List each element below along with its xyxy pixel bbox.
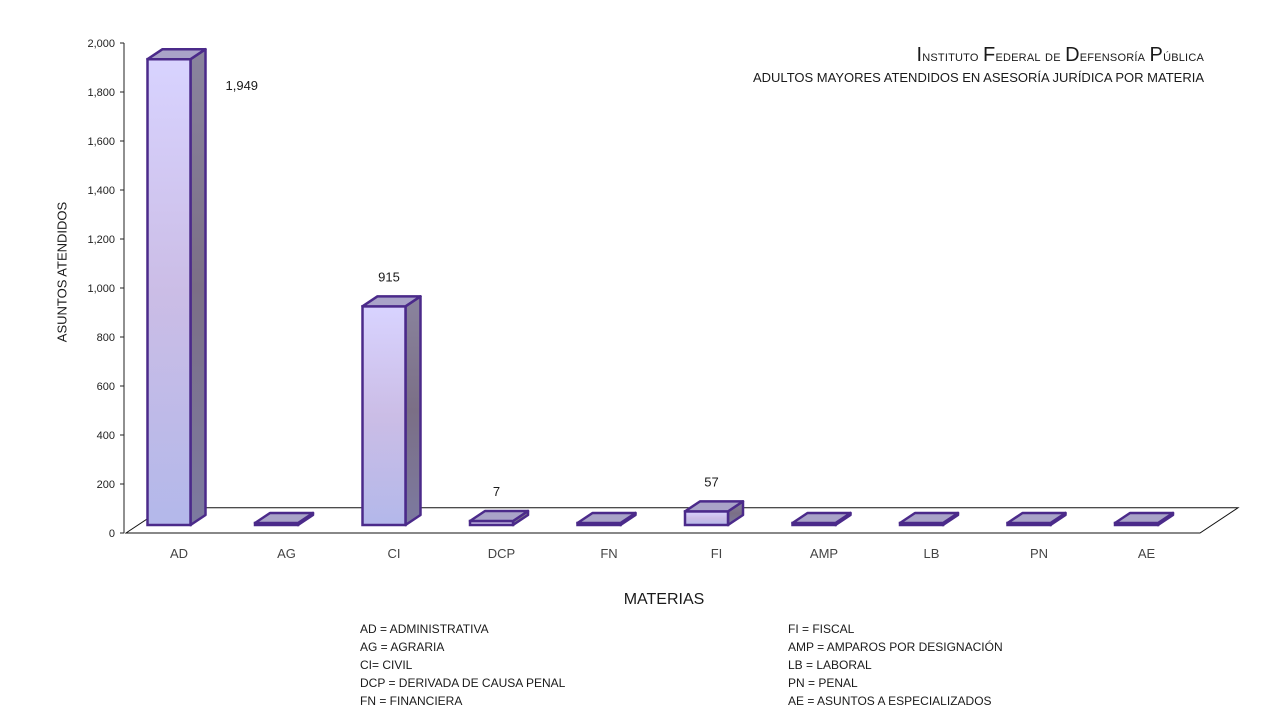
bar-top-face — [253, 511, 315, 525]
bar-top-face — [576, 511, 637, 525]
legend-entry: PN = PENAL — [788, 676, 858, 690]
y-tick-label: 1,600 — [87, 136, 115, 148]
x-tick-label: AD — [170, 546, 188, 561]
legend-entry: CI= CIVIL — [360, 658, 413, 672]
bar-front-face — [146, 57, 192, 527]
x-tick-label: AG — [277, 546, 296, 561]
x-tick-label: AMP — [810, 546, 838, 561]
labels-group: 1,949 AD AG 915 CI 7 DCP FN 57 FI AMP LB PN AE — [170, 78, 1156, 561]
y-tick-label: 2,000 — [87, 38, 115, 50]
bar-fn — [576, 511, 637, 527]
x-tick-label: AE — [1138, 546, 1156, 561]
y-tick-label: 0 — [109, 528, 115, 540]
legend-entry: AD = ADMINISTRATIVA — [360, 622, 489, 636]
y-tick-label: 1,400 — [87, 185, 115, 197]
bar-ci — [361, 295, 422, 527]
data-label: 57 — [704, 474, 718, 489]
bars-group — [146, 47, 1175, 527]
y-tick-label: 800 — [97, 332, 115, 344]
x-tick-label: DCP — [488, 546, 515, 561]
bar-top-face — [468, 509, 530, 523]
chart-title-block: Instituto Federal de Defensoría Pública … — [753, 44, 1204, 88]
bar-front-face — [361, 305, 407, 527]
y-tick-label: 600 — [97, 381, 115, 393]
bar-front-face — [683, 510, 730, 527]
legend-entry: LB = LABORAL — [788, 658, 872, 672]
x-tick-label: PN — [1030, 546, 1048, 561]
data-label: 1,949 — [226, 78, 259, 93]
data-label: 7 — [493, 484, 500, 499]
x-tick-label: CI — [388, 546, 401, 561]
bar-ae — [1113, 511, 1175, 527]
legend-entry: FI = FISCAL — [788, 622, 855, 636]
bar-top-face — [683, 500, 745, 513]
bar-ag — [253, 511, 315, 527]
bar-side-face — [404, 295, 422, 527]
bar-amp — [791, 511, 852, 527]
legend-entry: AE = ASUNTOS A ESPECIALIZADOS — [788, 694, 992, 708]
y-axis-label: ASUNTOS ATENDIDOS — [54, 201, 70, 343]
y-tick-label: 1,000 — [87, 283, 115, 295]
bar-top-face — [791, 511, 852, 525]
x-tick-label: FI — [711, 546, 723, 561]
legend-entry: AMP = AMPAROS POR DESIGNACIÓN — [788, 640, 1003, 654]
bar-top-face — [898, 511, 960, 525]
chart-subtitle: ADULTOS MAYORES ATENDIDOS EN ASESORÍA JU… — [752, 70, 1204, 85]
x-axis-label: MATERIAS — [623, 591, 705, 608]
y-tick-label: 400 — [97, 430, 115, 442]
legend-entry: DCP = DERIVADA DE CAUSA PENAL — [360, 676, 566, 690]
legend-entry: AG = AGRARIA — [360, 640, 445, 654]
bar-lb — [898, 511, 960, 527]
bar-pn — [1006, 511, 1067, 527]
bar-top-face — [1006, 511, 1067, 525]
y-tick-label: 200 — [97, 479, 115, 491]
bar-top-face — [361, 295, 422, 308]
bar-fi — [683, 500, 745, 527]
abbreviation-legend-left: AD = ADMINISTRATIVA AG = AGRARIA CI= CIV… — [360, 620, 565, 710]
bar-dcp — [468, 509, 530, 527]
x-tick-label: FN — [600, 546, 617, 561]
abbreviation-legend-right: FI = FISCAL AMP = AMPAROS POR DESIGNACIÓ… — [788, 620, 1003, 710]
legend-entry: FN = FINANCIERA — [360, 694, 463, 708]
chart-axes: 0 200 400 600 800 1,000 1,200 1,400 1,600 1,800 2,… — [87, 38, 1240, 540]
bar-ad — [146, 47, 207, 527]
x-tick-label: LB — [924, 546, 940, 561]
bar-top-face — [146, 47, 207, 61]
y-tick-label: 1,800 — [87, 87, 115, 99]
bar-side-face — [189, 47, 207, 527]
chart-title: Instituto Federal de Defensoría Pública — [916, 44, 1204, 66]
bar-top-face — [1113, 511, 1175, 525]
data-label: 915 — [378, 269, 400, 284]
y-tick-label: 1,200 — [87, 234, 115, 246]
